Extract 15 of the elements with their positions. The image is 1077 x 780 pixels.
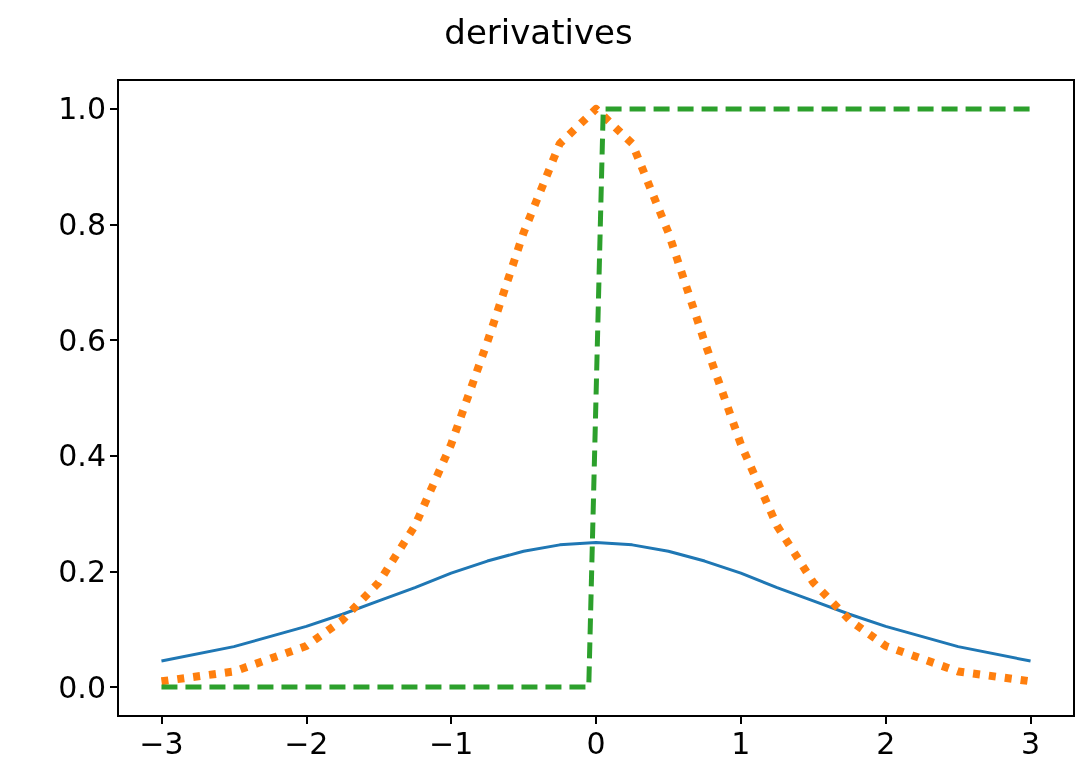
x-tick-label: 0 <box>586 725 606 761</box>
x-tick-label: −3 <box>139 725 184 761</box>
y-tick-label: 0.4 <box>58 438 106 474</box>
x-tick-label: 3 <box>1021 725 1041 761</box>
y-tick-label: 0.0 <box>58 669 106 705</box>
line-series <box>159 541 1033 663</box>
y-tick-label: 0.6 <box>58 322 106 358</box>
y-tick-label: 1.0 <box>58 91 106 127</box>
x-tick-label: 2 <box>876 725 896 761</box>
chart-title: derivatives <box>444 12 633 52</box>
y-tick-label: 0.8 <box>58 207 106 243</box>
y-tick-label: 0.2 <box>58 553 106 589</box>
x-tick-label: −2 <box>284 725 329 761</box>
x-tick-label: 1 <box>731 725 751 761</box>
x-tick-label: −1 <box>429 725 474 761</box>
